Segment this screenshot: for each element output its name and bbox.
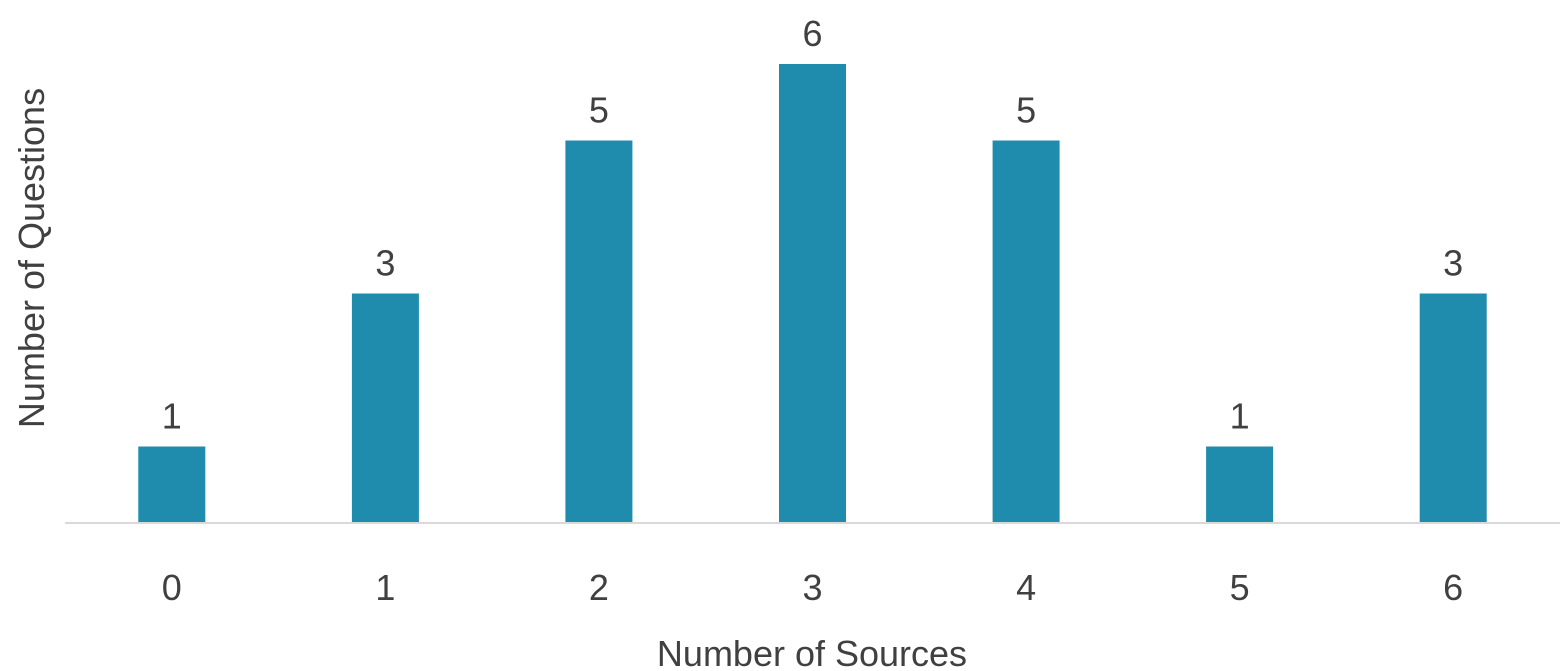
data-label-6: 3 — [1443, 243, 1463, 284]
x-tick-label-2: 2 — [589, 567, 609, 608]
data-label-5: 1 — [1230, 396, 1250, 437]
bars-group — [138, 64, 1487, 523]
x-tick-label-0: 0 — [162, 567, 182, 608]
x-tick-label-6: 6 — [1443, 567, 1463, 608]
x-tick-label-4: 4 — [1016, 567, 1036, 608]
data-label-3: 6 — [802, 13, 822, 54]
y-axis-title: Number of Questions — [11, 88, 52, 428]
x-axis-title: Number of Sources — [657, 633, 967, 671]
bar-5 — [1206, 446, 1274, 523]
data-label-4: 5 — [1016, 90, 1036, 131]
data-labels-group: 1 3 5 6 5 1 3 — [162, 13, 1463, 437]
bar-0 — [138, 446, 206, 523]
data-label-0: 1 — [162, 396, 182, 437]
x-tick-label-1: 1 — [375, 567, 395, 608]
data-label-1: 3 — [375, 243, 395, 284]
bar-4 — [992, 140, 1060, 523]
data-label-2: 5 — [589, 90, 609, 131]
x-tick-label-5: 5 — [1230, 567, 1250, 608]
bar-6 — [1419, 293, 1487, 523]
bar-2 — [565, 140, 633, 523]
x-tick-labels-group: 0 1 2 3 4 5 6 — [162, 567, 1463, 608]
bar-3 — [779, 64, 846, 523]
bar-1 — [351, 293, 419, 523]
x-tick-label-3: 3 — [802, 567, 822, 608]
